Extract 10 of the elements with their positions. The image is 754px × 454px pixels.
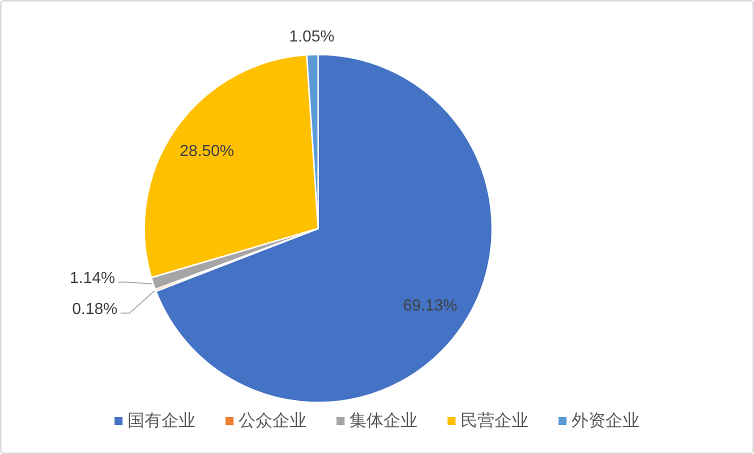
data-label: 0.18%: [72, 300, 118, 318]
data-label: 1.14%: [70, 270, 116, 287]
data-label: 69.13%: [402, 296, 458, 314]
legend-label: 民营企业: [460, 411, 528, 431]
legend-label: 集体企业: [350, 411, 418, 431]
data-label: 28.50%: [180, 142, 234, 160]
legend-label: 国有企业: [128, 411, 196, 431]
legend-label: 外资企业: [572, 411, 640, 431]
legend-label: 公众企业: [238, 411, 306, 431]
data-label: 1.05%: [289, 28, 335, 46]
